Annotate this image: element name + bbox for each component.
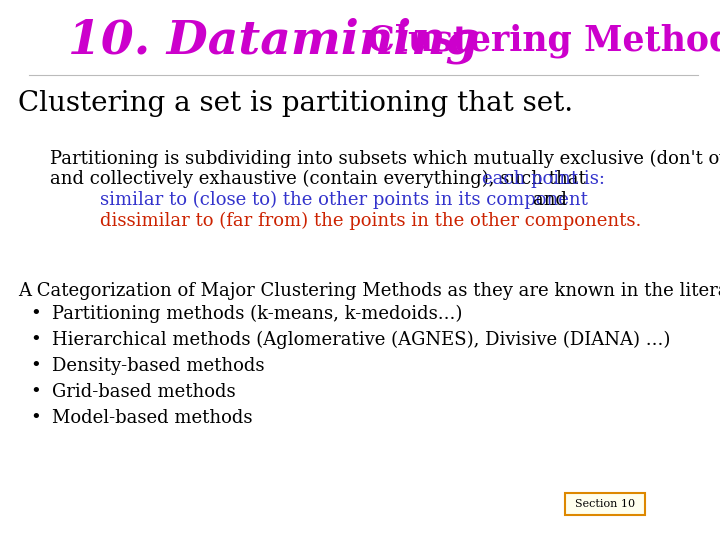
Text: Model-based methods: Model-based methods <box>52 409 253 427</box>
Text: and: and <box>510 191 567 209</box>
Text: Partitioning is subdividing into subsets which mutually exclusive (don't overlap: Partitioning is subdividing into subsets… <box>50 150 720 168</box>
Text: •: • <box>30 383 41 401</box>
Text: •: • <box>30 357 41 375</box>
Text: Grid-based methods: Grid-based methods <box>52 383 235 401</box>
Text: Partitioning methods (k-means, k-medoids...): Partitioning methods (k-means, k-medoids… <box>52 305 462 323</box>
FancyBboxPatch shape <box>565 493 645 515</box>
Text: Density-based methods: Density-based methods <box>52 357 264 375</box>
Text: A Categorization of Major Clustering Methods as they are known in the literature: A Categorization of Major Clustering Met… <box>18 282 720 300</box>
Text: Section 10: Section 10 <box>575 499 635 509</box>
Text: 10. Datamining: 10. Datamining <box>68 18 479 64</box>
Text: •: • <box>30 409 41 427</box>
Text: Clustering Methods: Clustering Methods <box>355 24 720 58</box>
Text: •: • <box>30 305 41 323</box>
Text: similar to (close to) the other points in its component: similar to (close to) the other points i… <box>100 191 588 209</box>
Text: each point is:: each point is: <box>482 170 605 188</box>
Text: Hierarchical methods (Aglomerative (AGNES), Divisive (DIANA) ...): Hierarchical methods (Aglomerative (AGNE… <box>52 331 670 349</box>
Text: Clustering a set is partitioning that set.: Clustering a set is partitioning that se… <box>18 90 573 117</box>
Text: dissimilar to (far from) the points in the other components.: dissimilar to (far from) the points in t… <box>100 212 642 230</box>
Text: •: • <box>30 331 41 349</box>
Text: and collectively exhaustive (contain everything), such that: and collectively exhaustive (contain eve… <box>50 170 592 188</box>
